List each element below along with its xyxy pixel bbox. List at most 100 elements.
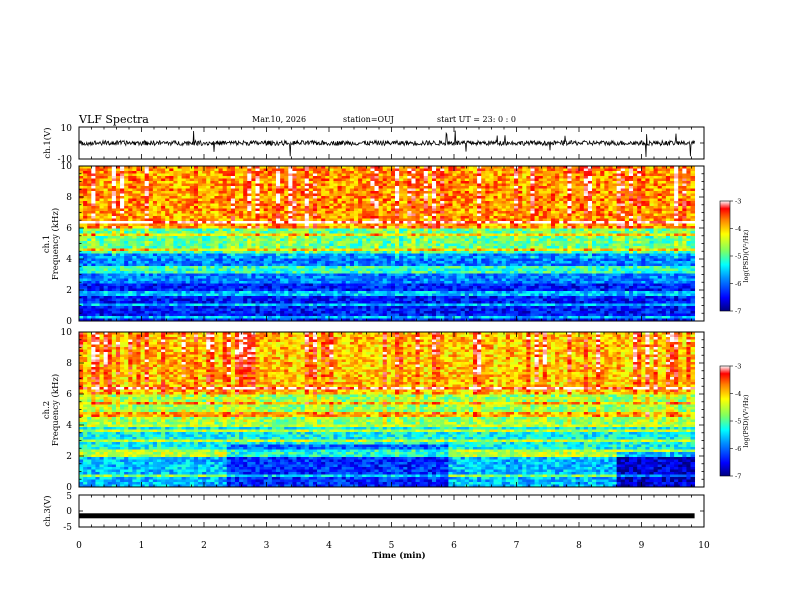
spectrogram-cell — [550, 181, 556, 184]
spectrogram-cell — [317, 238, 322, 242]
spectrogram-cell — [444, 181, 449, 184]
spectrogram-cell — [193, 216, 199, 219]
spectrogram-cell — [308, 216, 314, 219]
spectrogram-cell — [526, 191, 531, 194]
spectrogram-cell — [202, 231, 207, 234]
spectrogram-cell — [243, 178, 248, 182]
spectrogram-cell — [674, 176, 679, 179]
spectrogram-cell — [575, 208, 581, 212]
spectrogram-cell — [670, 181, 675, 184]
spectrogram-cell — [128, 168, 133, 172]
spectrogram-cell — [189, 186, 195, 189]
spectrogram-cell — [321, 216, 326, 219]
spectrogram-cell — [251, 191, 256, 194]
spectrogram-cell — [485, 221, 490, 224]
spectrogram-cell — [608, 181, 613, 184]
spectrogram-cell — [616, 193, 622, 197]
spectrogram-cell — [284, 198, 289, 202]
spectrogram-cell — [177, 203, 182, 207]
spectrogram-cell — [247, 168, 252, 172]
spectrogram-cell — [124, 213, 129, 217]
spectrogram-cell — [665, 241, 671, 244]
spectrogram-cell — [600, 243, 605, 247]
spectrogram-cell — [505, 216, 511, 219]
spectrogram-cell — [165, 166, 170, 169]
spectrogram-cell — [670, 203, 675, 207]
spectrogram-cell — [353, 173, 359, 177]
spectrogram-cell — [111, 176, 117, 179]
spectrogram-cell — [473, 171, 478, 174]
spectrogram-cell — [345, 233, 351, 237]
spectrogram-cell — [128, 198, 133, 202]
spectrogram-cell — [563, 243, 568, 247]
spectrogram-cell — [489, 193, 494, 197]
spectrogram-cell — [563, 178, 568, 182]
spectrogram-cell — [497, 198, 503, 202]
spectrogram-cell — [514, 203, 519, 207]
spectrogram-cell — [657, 201, 663, 204]
spectrogram-cell — [657, 238, 663, 242]
spectrogram-cell — [210, 213, 215, 217]
spectrogram-cell — [345, 193, 351, 197]
spectrogram-cell — [284, 196, 289, 199]
spectrogram-cell — [189, 181, 195, 184]
spectrogram-cell — [637, 166, 642, 169]
spectrogram-cell — [300, 211, 306, 214]
spectrogram-cell — [690, 171, 696, 174]
spectrogram-cell — [670, 233, 675, 237]
spectrogram-cell — [292, 186, 297, 189]
spectrogram-cell — [616, 233, 622, 237]
spectrogram-cell — [678, 193, 683, 197]
spectrogram-cell — [587, 223, 593, 227]
spectrogram-cell — [497, 171, 503, 174]
spectrogram-cell — [230, 166, 236, 169]
spectrogram-cell — [87, 166, 92, 169]
spectrogram-cell — [144, 216, 150, 219]
spectrogram-cell — [542, 181, 548, 184]
spectrogram-cell — [87, 246, 92, 249]
spectrogram-cell — [222, 208, 228, 212]
spectrogram-cell — [395, 246, 400, 249]
spectrogram-cell — [653, 211, 659, 214]
spectrogram-cell — [464, 221, 470, 224]
spectrogram-cell — [107, 178, 113, 182]
spectrogram-cell — [136, 193, 141, 197]
spectrogram-cell — [415, 238, 421, 242]
spectrogram-cell — [161, 231, 166, 234]
spectrogram-cell — [79, 228, 84, 232]
spectrogram-cell — [407, 183, 412, 187]
spectrogram-cell — [99, 238, 105, 242]
spectrogram-cell — [148, 196, 154, 199]
spectrogram-cell — [431, 178, 437, 182]
spectrogram-cell — [292, 231, 297, 234]
spectrogram-cell — [288, 208, 293, 212]
spectrogram-cell — [460, 168, 466, 172]
spectrogram-cell — [518, 183, 523, 187]
spectrogram-cell — [317, 233, 322, 237]
spectrogram-cell — [296, 213, 302, 217]
spectrogram-cell — [440, 226, 445, 229]
spectrogram-cell — [378, 188, 384, 192]
spectrogram-cell — [452, 166, 457, 169]
spectrogram-cell — [99, 166, 105, 169]
spectrogram-cell — [115, 176, 121, 179]
spectrogram-cell — [628, 196, 634, 199]
spectrogram-cell — [214, 186, 219, 189]
spectrogram-cell — [362, 221, 367, 224]
spectrogram-cell — [370, 213, 375, 217]
spectrogram-cell — [107, 221, 113, 224]
spectrogram-cell — [349, 243, 355, 247]
spectrogram-cell — [239, 198, 244, 202]
spectrogram-cell — [522, 181, 527, 184]
spectrogram-cell — [103, 196, 109, 199]
spectrogram-cell — [493, 176, 499, 179]
spectrogram-cell — [341, 211, 347, 214]
spectrogram-cell — [657, 176, 663, 179]
spectrogram-cell — [665, 198, 671, 202]
spectrogram-cell — [99, 221, 105, 224]
spectrogram-cell — [546, 218, 552, 222]
spectrogram-cell — [120, 208, 125, 212]
spectrogram-cell — [308, 221, 314, 224]
spectrogram-cell — [206, 246, 211, 249]
spectrogram-cell — [169, 226, 174, 229]
